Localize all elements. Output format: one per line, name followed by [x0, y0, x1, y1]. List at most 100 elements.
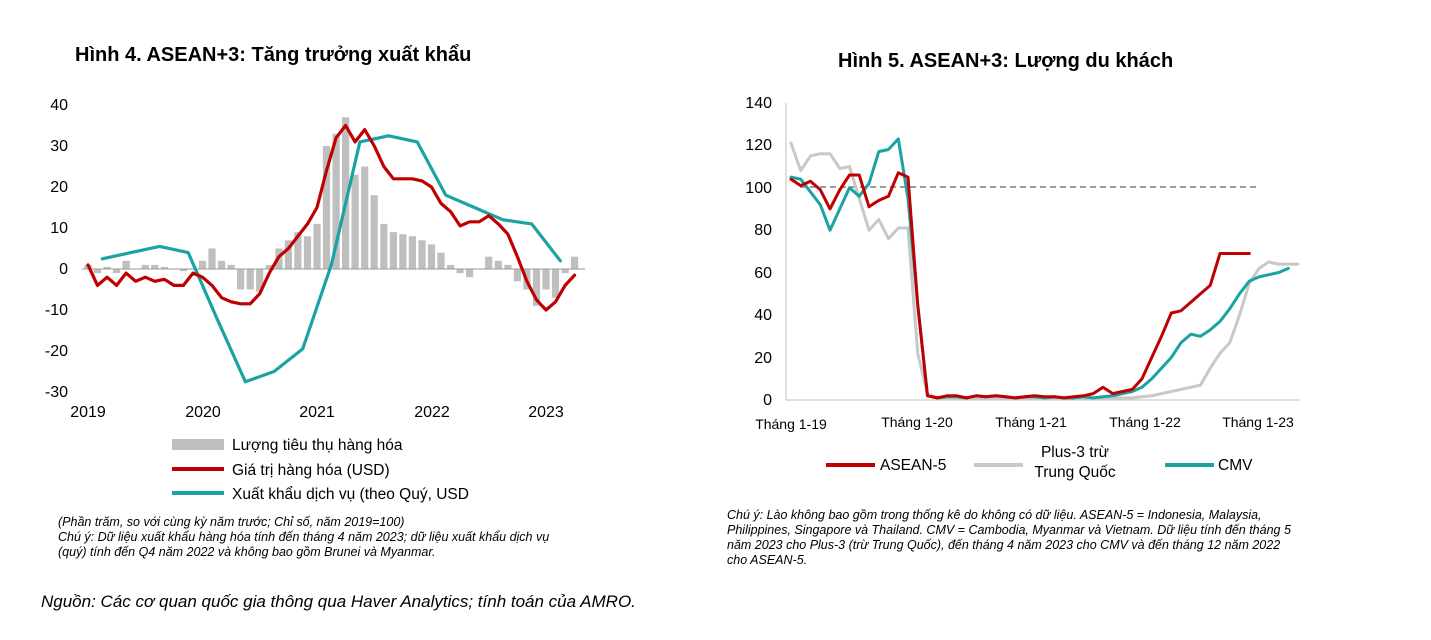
fig4-consumption-bar	[218, 260, 226, 269]
fig4-x-tick-label: 2023	[528, 404, 564, 421]
fig4-consumption-bar	[294, 232, 302, 269]
fig4-consumption-bar	[370, 195, 378, 269]
fig4-consumption-bar	[380, 223, 388, 269]
fig4-x-tick-label: 2019	[70, 404, 106, 421]
fig4-consumption-bar	[351, 174, 359, 269]
fig4-y-tick-label: -30	[45, 384, 68, 401]
legend-label-cmv: CMV	[1218, 457, 1253, 474]
fig4-y-tick-label: -20	[45, 343, 68, 360]
fig5-x-tick-label: Tháng 1-23	[1222, 414, 1294, 430]
fig4-services-export-line	[100, 134, 562, 384]
fig5-x-tick-label: Tháng 1-20	[881, 414, 953, 430]
fig5-y-tick-label: 100	[745, 180, 772, 197]
note-line: cho ASEAN-5.	[727, 553, 808, 567]
fig4-y-tick-label: 0	[59, 261, 68, 278]
fig4-legend: Lượng tiêu thụ hàng hóa Giá trị hàng hóa…	[172, 437, 469, 503]
legend-label-asean5: ASEAN-5	[880, 457, 946, 474]
note-line: Philippines, Singapore và Thailand. CMV …	[727, 523, 1291, 537]
fig4-consumption-bar	[485, 256, 493, 269]
figure-4-note: (Phần trăm, so với cùng kỳ năm trước; Ch…	[58, 515, 698, 560]
fig4-line-series	[86, 123, 577, 384]
fig4-consumption-bar	[151, 264, 159, 269]
fig5-x-tick-label: Tháng 1-22	[1109, 414, 1181, 430]
fig4-consumption-bar	[399, 234, 407, 269]
legend-label-plus3-line1: Plus-3 trừ	[1041, 444, 1109, 461]
note-line: Chú ý: Dữ liệu xuất khẩu hàng hóa tính đ…	[58, 530, 550, 544]
fig4-consumption-bar	[227, 264, 235, 269]
fig4-consumption-bar	[418, 240, 426, 269]
fig5-y-tick-labels: 140 120 100 80 60 40 20 0	[745, 95, 772, 409]
note-line: Chú ý: Lào không bao gồm trong thống kê …	[727, 508, 1262, 522]
fig5-y-tick-label: 140	[745, 95, 772, 112]
fig4-consumption-bar	[313, 223, 321, 269]
fig4-consumption-bar	[198, 260, 207, 269]
legend-label-services: Xuất khẩu dịch vụ (theo Quý, USD	[232, 486, 469, 503]
fig4-x-tick-label: 2020	[185, 404, 221, 421]
fig4-y-tick-label: 30	[50, 138, 68, 155]
fig4-y-tick-labels: 40 30 20 10 0 -10 -20 -30	[45, 97, 68, 401]
fig4-consumption-bar	[513, 269, 521, 282]
figure-4-chart: 40 30 20 10 0 -10 -20 -30 2019 2020 2021…	[45, 97, 585, 503]
fig4-consumption-bar	[179, 269, 187, 272]
fig4-consumption-bar	[122, 260, 130, 269]
fig5-y-tick-label: 60	[754, 265, 772, 282]
fig4-consumption-bar	[93, 269, 102, 274]
fig4-consumption-bar	[542, 269, 550, 290]
fig4-consumption-bar	[237, 269, 245, 290]
fig4-consumption-bar	[447, 264, 455, 269]
note-line: (quý) tính đến Q4 năm 2022 và không bao …	[58, 545, 436, 559]
figure-5-title: Hình 5. ASEAN+3: Lượng du khách	[838, 50, 1174, 72]
fig4-consumption-bar	[342, 117, 350, 269]
fig4-consumption-bar	[532, 269, 541, 306]
note-line: (Phần trăm, so với cùng kỳ năm trước; Ch…	[58, 515, 405, 529]
fig5-legend: ASEAN-5 Plus-3 trừ Trung Quốc CMV	[826, 444, 1253, 481]
fig5-y-tick-label: 120	[745, 137, 772, 154]
fig4-bar-series	[84, 117, 579, 306]
fig5-cmv-line	[789, 137, 1290, 400]
fig4-consumption-bar	[466, 269, 474, 278]
fig4-consumption-bar	[408, 236, 416, 269]
fig4-consumption-bar	[103, 266, 111, 269]
fig4-y-tick-label: -10	[45, 302, 68, 319]
fig4-x-tick-labels: 2019 2020 2021 2022 2023	[70, 404, 564, 421]
fig4-consumption-bar	[160, 266, 168, 269]
fig4-y-tick-label: 10	[50, 220, 68, 237]
legend-label-plus3-line2: Trung Quốc	[1034, 464, 1116, 481]
fig4-consumption-bar	[427, 244, 436, 269]
fig4-y-tick-label: 40	[50, 97, 68, 114]
fig5-x-tick-label: Tháng 1-19	[755, 416, 827, 432]
fig5-x-tick-label: Tháng 1-21	[995, 414, 1067, 430]
fig4-consumption-bar	[265, 264, 273, 269]
fig4-consumption-bar	[332, 133, 340, 269]
fig4-consumption-bar	[437, 252, 445, 269]
figure-5-chart: 140 120 100 80 60 40 20 0 Tháng 1-19 Thá…	[745, 95, 1300, 481]
fig5-x-tick-labels: Tháng 1-19 Tháng 1-20 Tháng 1-21 Tháng 1…	[755, 414, 1294, 432]
figure-4-title: Hình 4. ASEAN+3: Tăng trưởng xuất khẩu	[75, 44, 472, 66]
fig4-consumption-bar	[208, 248, 216, 269]
fig4-consumption-bar	[284, 240, 292, 269]
legend-label-goods-value: Giá trị hàng hóa (USD)	[232, 462, 390, 479]
fig5-y-tick-label: 40	[754, 307, 772, 324]
fig4-consumption-bar	[361, 166, 369, 269]
fig4-consumption-bar	[322, 146, 331, 269]
fig5-plus3-line	[789, 141, 1300, 400]
fig5-y-tick-label: 80	[754, 222, 772, 239]
figure-5-note: Chú ý: Lào không bao gồm trong thống kê …	[727, 508, 1417, 568]
fig5-asean5-line	[789, 171, 1251, 400]
fig4-consumption-bar	[256, 269, 264, 292]
fig4-consumption-bar	[494, 260, 502, 269]
fig4-consumption-bar	[389, 232, 397, 269]
fig4-consumption-bar	[141, 264, 149, 269]
fig4-x-tick-label: 2021	[299, 404, 335, 421]
fig4-consumption-bar	[551, 269, 560, 298]
fig4-consumption-bar	[246, 269, 254, 290]
fig4-y-tick-label: 20	[50, 179, 68, 196]
fig4-consumption-bar	[571, 256, 579, 269]
source-line: Nguồn: Các cơ quan quốc gia thông qua Ha…	[41, 592, 636, 611]
note-line: năm 2023 cho Plus-3 (trừ Trung Quốc), đế…	[727, 538, 1281, 552]
fig4-consumption-bar	[456, 269, 464, 274]
fig4-goods-value-line	[86, 123, 577, 312]
fig4-x-tick-label: 2022	[414, 404, 450, 421]
fig4-consumption-bar	[504, 264, 512, 269]
legend-label-consumption: Lượng tiêu thụ hàng hóa	[232, 437, 403, 454]
